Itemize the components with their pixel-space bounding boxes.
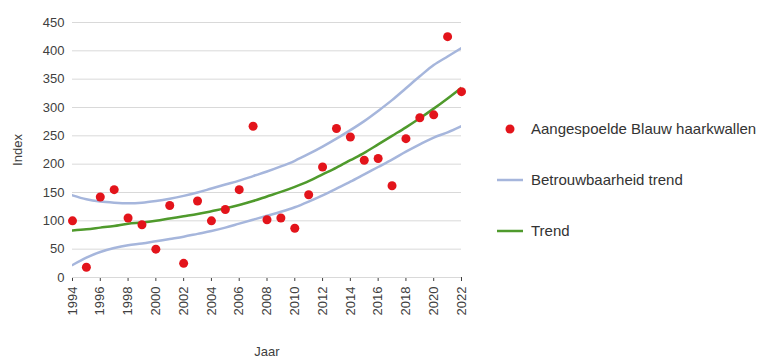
svg-text:Index: Index xyxy=(10,134,25,166)
svg-text:Jaar: Jaar xyxy=(254,344,280,359)
svg-text:1996: 1996 xyxy=(92,287,107,316)
svg-text:150: 150 xyxy=(43,185,65,200)
svg-text:2014: 2014 xyxy=(343,287,358,316)
svg-text:300: 300 xyxy=(43,100,65,115)
svg-text:2018: 2018 xyxy=(398,287,413,316)
svg-text:2004: 2004 xyxy=(204,287,219,316)
svg-text:2002: 2002 xyxy=(176,287,191,316)
svg-text:2010: 2010 xyxy=(287,287,302,316)
svg-text:350: 350 xyxy=(43,71,65,86)
svg-text:400: 400 xyxy=(43,43,65,58)
svg-text:250: 250 xyxy=(43,128,65,143)
svg-text:50: 50 xyxy=(50,241,64,256)
html-text:Betrouwbaarheid trend: Betrouwbaarheid trend xyxy=(531,171,683,188)
svg-text:2000: 2000 xyxy=(148,287,163,316)
svg-text:2022: 2022 xyxy=(454,287,469,316)
svg-text:100: 100 xyxy=(43,213,65,228)
svg-text:2020: 2020 xyxy=(426,287,441,316)
svg-text:2008: 2008 xyxy=(259,287,274,316)
html-text:Trend: Trend xyxy=(531,222,570,239)
svg-text:1998: 1998 xyxy=(120,287,135,316)
svg-text:1994: 1994 xyxy=(65,287,80,316)
svg-text:2016: 2016 xyxy=(370,287,385,316)
svg-text:2006: 2006 xyxy=(231,287,246,316)
svg-text:200: 200 xyxy=(43,156,65,171)
svg-text:450: 450 xyxy=(43,15,65,30)
svg-text:0: 0 xyxy=(57,270,64,285)
svg-text:2012: 2012 xyxy=(315,287,330,316)
html-text:Aangespoelde Blauw haarkwallen: Aangespoelde Blauw haarkwallen xyxy=(531,120,757,137)
